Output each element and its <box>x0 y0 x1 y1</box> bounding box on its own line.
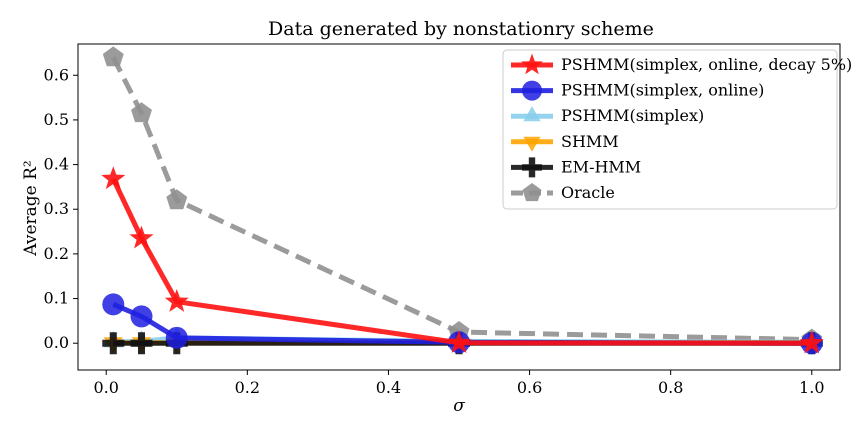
legend-label: Oracle <box>561 183 615 202</box>
legend-item: Oracle <box>511 183 615 202</box>
legend-label: SHMM <box>561 132 619 151</box>
legend-marker <box>522 80 542 101</box>
chart-title: Data generated by nonstationry scheme <box>268 18 654 40</box>
legend-item: PSHMM(simplex, online) <box>511 80 764 101</box>
x-tick-label: 0.4 <box>376 378 401 397</box>
legend-item: PSHMM(simplex, online, decay 5%) <box>511 53 852 75</box>
data-point <box>102 293 125 316</box>
y-axis-label: Average R² <box>21 160 41 256</box>
data-point <box>799 330 824 354</box>
y-tick-label: 0.6 <box>44 65 69 84</box>
legend-marker <box>522 157 542 178</box>
data-point <box>130 305 153 328</box>
legend-label: PSHMM(simplex) <box>561 106 704 125</box>
legend-label: PSHMM(simplex, online, decay 5%) <box>561 55 852 74</box>
data-point <box>446 330 472 353</box>
axes: 0.0 0.2 0.4 0.6 0.8 1.0 0.0 0.1 0.2 0.3 0.4 0.5 0.6 <box>44 43 841 397</box>
axes-frame <box>77 43 841 371</box>
legend-marker <box>523 136 541 152</box>
plot-area <box>101 46 824 355</box>
y-tick-label: 0.0 <box>44 333 69 352</box>
x-axis-label: σ <box>453 396 465 416</box>
data-point <box>166 189 188 210</box>
data-point <box>165 326 188 349</box>
legend-label: EM-HMM <box>561 157 641 176</box>
y-tick-label: 0.5 <box>44 110 69 129</box>
data-point <box>129 225 154 249</box>
legend-box <box>502 49 838 210</box>
data-point <box>164 289 189 312</box>
y-tick-label: 0.3 <box>44 199 69 218</box>
x-tick-label: 1.0 <box>799 378 824 397</box>
legend-marker <box>522 183 542 202</box>
data-point <box>130 332 153 355</box>
y-tick-label: 0.1 <box>44 289 69 308</box>
x-tick-label: 0.6 <box>517 378 542 397</box>
data-point <box>131 102 152 123</box>
data-point <box>101 166 126 190</box>
data-point <box>102 332 125 355</box>
x-tick-label: 0.2 <box>235 378 260 397</box>
x-tick-label: 0.8 <box>658 378 683 397</box>
legend-item: PSHMM(simplex) <box>511 106 704 125</box>
series-pshmm-simplex-online-decay-5 <box>101 166 824 354</box>
legend: PSHMM(simplex, online, decay 5%) PSHMM(si… <box>502 49 852 210</box>
legend-marker <box>523 106 541 122</box>
legend-label: PSHMM(simplex, online) <box>561 81 764 100</box>
legend-item: SHMM <box>511 132 619 152</box>
y-tick-label: 0.2 <box>44 244 69 263</box>
y-tick-label: 0.4 <box>44 155 69 174</box>
data-point <box>102 46 124 67</box>
legend-item: EM-HMM <box>511 157 641 178</box>
x-tick-label: 0.0 <box>93 378 118 397</box>
legend-marker <box>521 53 543 75</box>
